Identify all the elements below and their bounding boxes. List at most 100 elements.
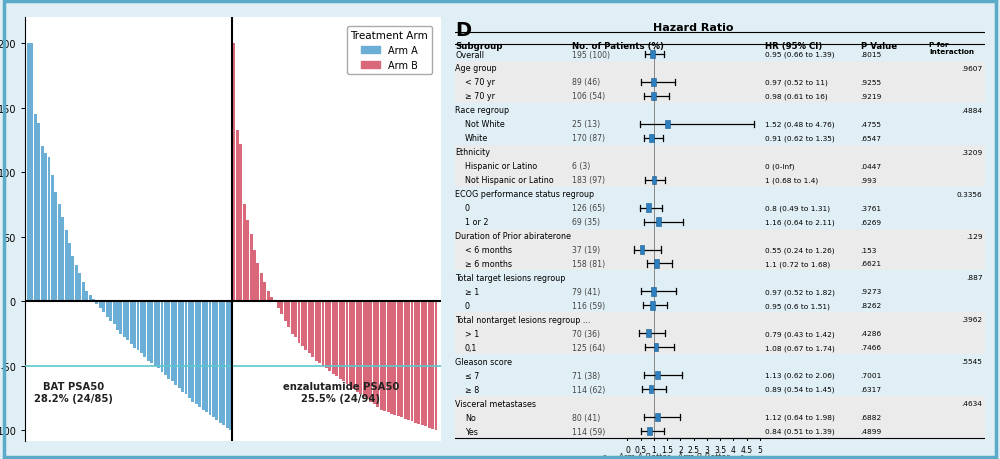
Text: 114 (62): 114 (62) bbox=[572, 385, 605, 394]
Text: ≥ 6 months: ≥ 6 months bbox=[465, 259, 512, 269]
FancyBboxPatch shape bbox=[455, 76, 985, 90]
Bar bbox=[130, 302, 133, 344]
Text: Overall: Overall bbox=[455, 50, 484, 59]
Bar bbox=[267, 291, 270, 302]
Text: .887: .887 bbox=[966, 275, 982, 281]
Bar bbox=[270, 298, 273, 302]
Bar bbox=[34, 115, 37, 302]
Text: 0.89 (0.54 to 1.45): 0.89 (0.54 to 1.45) bbox=[765, 386, 835, 392]
Bar bbox=[250, 235, 253, 302]
Bar bbox=[113, 302, 116, 325]
Bar bbox=[116, 302, 119, 330]
Bar bbox=[48, 157, 50, 302]
FancyBboxPatch shape bbox=[651, 78, 656, 87]
Text: 126 (65): 126 (65) bbox=[572, 204, 605, 213]
Text: 195 (100): 195 (100) bbox=[572, 50, 610, 59]
Bar bbox=[75, 266, 78, 302]
Bar bbox=[71, 257, 74, 302]
Bar bbox=[154, 302, 157, 366]
Text: < 6 months: < 6 months bbox=[465, 246, 512, 254]
Text: .9255: .9255 bbox=[861, 80, 882, 86]
Bar bbox=[147, 302, 150, 361]
Bar bbox=[222, 302, 225, 425]
Text: BAT PSA50
28.2% (24/85): BAT PSA50 28.2% (24/85) bbox=[34, 381, 113, 403]
Bar bbox=[417, 302, 420, 424]
Bar bbox=[89, 295, 92, 302]
Bar bbox=[387, 302, 390, 412]
Bar bbox=[58, 205, 61, 302]
Text: Total target lesions regroup: Total target lesions regroup bbox=[455, 274, 566, 282]
Text: 0: 0 bbox=[465, 301, 470, 310]
Bar bbox=[400, 302, 403, 418]
Bar bbox=[188, 302, 191, 398]
Bar bbox=[191, 302, 194, 402]
Bar bbox=[205, 302, 208, 412]
FancyBboxPatch shape bbox=[455, 410, 985, 424]
Text: P Value: P Value bbox=[861, 42, 897, 50]
Bar bbox=[198, 302, 201, 407]
Bar bbox=[421, 302, 424, 425]
Text: Ethnicity: Ethnicity bbox=[455, 148, 490, 157]
Bar bbox=[311, 302, 314, 357]
Bar bbox=[352, 302, 355, 389]
Text: Visceral metastases: Visceral metastases bbox=[455, 399, 536, 408]
Bar bbox=[277, 302, 280, 308]
Text: Not Hispanic or Latino: Not Hispanic or Latino bbox=[465, 176, 554, 185]
Text: 0 (0-Inf): 0 (0-Inf) bbox=[765, 163, 795, 170]
Bar bbox=[140, 302, 143, 353]
Text: 2: 2 bbox=[678, 445, 683, 454]
Bar bbox=[397, 302, 400, 416]
Bar bbox=[157, 302, 160, 369]
Text: White: White bbox=[465, 134, 488, 143]
Bar bbox=[126, 302, 129, 340]
Text: 0.97 (0.52 to 1.82): 0.97 (0.52 to 1.82) bbox=[765, 289, 835, 295]
Text: .6269: .6269 bbox=[861, 219, 882, 225]
Text: 0,1: 0,1 bbox=[465, 343, 477, 352]
Text: .6882: .6882 bbox=[861, 414, 882, 420]
Text: 0.79 (0.43 to 1.42): 0.79 (0.43 to 1.42) bbox=[765, 330, 835, 337]
Text: .7001: .7001 bbox=[861, 372, 882, 378]
Bar bbox=[109, 302, 112, 321]
Text: 1.1 (0.72 to 1.68): 1.1 (0.72 to 1.68) bbox=[765, 261, 830, 267]
Bar bbox=[171, 302, 174, 381]
Bar bbox=[349, 302, 352, 386]
Text: D: D bbox=[455, 21, 471, 39]
Text: 1: 1 bbox=[652, 445, 656, 454]
Bar bbox=[339, 302, 342, 379]
Text: <----Arm A Better----: <----Arm A Better---- bbox=[600, 453, 681, 459]
Text: .4634: .4634 bbox=[961, 400, 982, 406]
Bar bbox=[37, 124, 40, 302]
Text: .6621: .6621 bbox=[861, 261, 882, 267]
Text: .129: .129 bbox=[966, 233, 982, 239]
Text: 79 (41): 79 (41) bbox=[572, 287, 600, 296]
FancyBboxPatch shape bbox=[656, 218, 661, 226]
Text: 114 (59): 114 (59) bbox=[572, 427, 605, 436]
Text: 0.84 (0.51 to 1.39): 0.84 (0.51 to 1.39) bbox=[765, 428, 835, 434]
Text: .9273: .9273 bbox=[861, 289, 882, 295]
Text: 0.55 (0.24 to 1.26): 0.55 (0.24 to 1.26) bbox=[765, 247, 835, 253]
Bar bbox=[291, 302, 294, 334]
Text: .8262: .8262 bbox=[861, 303, 882, 309]
Text: .4884: .4884 bbox=[961, 107, 982, 114]
Bar bbox=[435, 302, 437, 431]
Text: No. of Patients (%): No. of Patients (%) bbox=[572, 42, 664, 50]
Bar bbox=[167, 302, 170, 379]
Bar bbox=[407, 302, 410, 420]
Bar bbox=[99, 302, 102, 308]
Bar bbox=[27, 44, 30, 302]
Bar bbox=[383, 302, 386, 411]
Text: .4286: .4286 bbox=[861, 330, 882, 336]
Bar bbox=[41, 147, 44, 302]
Bar bbox=[178, 302, 181, 388]
Text: 106 (54): 106 (54) bbox=[572, 92, 605, 101]
Bar bbox=[164, 302, 167, 375]
FancyBboxPatch shape bbox=[650, 51, 655, 59]
Bar bbox=[287, 302, 290, 327]
Text: 0: 0 bbox=[465, 204, 470, 213]
Text: 0.98 (0.61 to 16): 0.98 (0.61 to 16) bbox=[765, 94, 828, 100]
Bar bbox=[161, 302, 163, 372]
FancyBboxPatch shape bbox=[650, 302, 655, 310]
Text: ≥ 70 yr: ≥ 70 yr bbox=[465, 92, 495, 101]
Text: .7466: .7466 bbox=[861, 345, 882, 351]
Text: 0.3356: 0.3356 bbox=[957, 191, 982, 197]
